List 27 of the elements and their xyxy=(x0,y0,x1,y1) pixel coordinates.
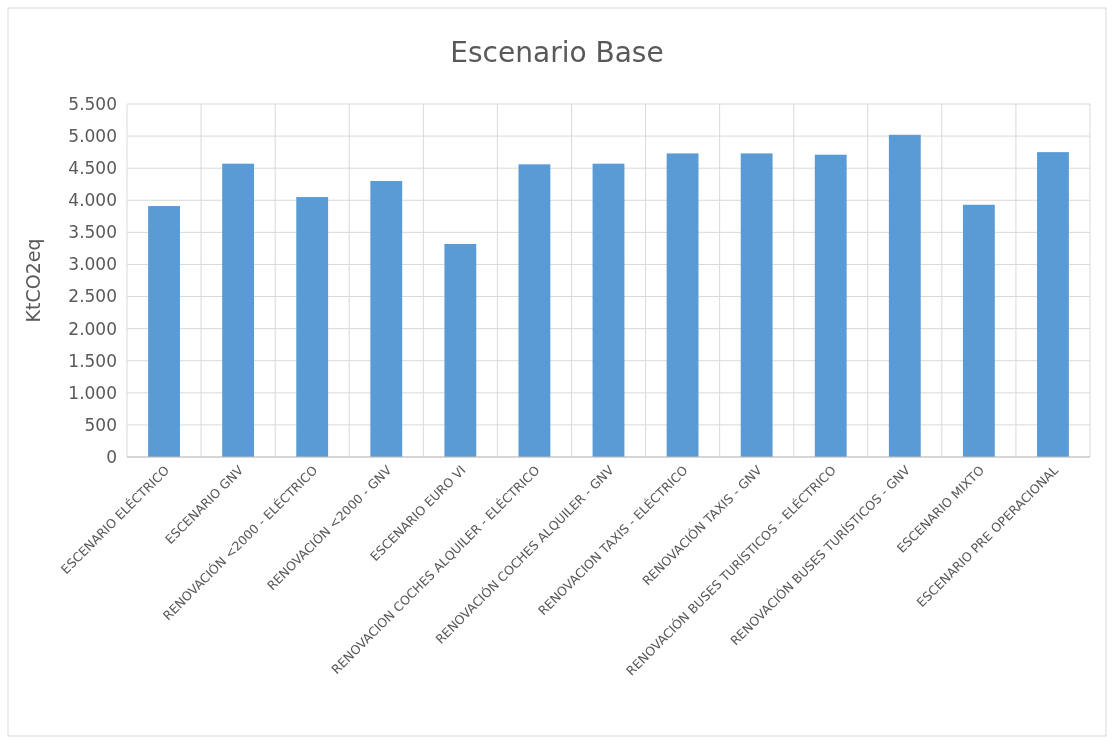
y-tick-label: 4.500 xyxy=(68,158,117,179)
chart-title: Escenario Base xyxy=(450,36,664,69)
y-tick-label: 3.500 xyxy=(68,222,117,243)
y-tick-label: 2.500 xyxy=(68,286,117,307)
bar xyxy=(666,153,699,457)
y-tick-label: 5.500 xyxy=(68,93,117,114)
y-tick-label: 4.000 xyxy=(68,190,117,211)
bar xyxy=(962,204,995,457)
bar xyxy=(370,181,403,457)
y-tick-label: 5.000 xyxy=(68,126,117,147)
bar xyxy=(518,164,551,457)
bar xyxy=(296,197,329,457)
bar xyxy=(888,134,921,457)
bar xyxy=(592,163,625,457)
y-tick-label: 3.000 xyxy=(68,254,117,275)
y-axis-title: KtCO2eq xyxy=(22,238,44,323)
bar xyxy=(222,163,255,457)
y-tick-label: 0 xyxy=(106,446,117,467)
y-tick-label: 500 xyxy=(84,414,117,435)
bar xyxy=(814,154,847,457)
bar xyxy=(740,153,773,457)
y-tick-label: 2.000 xyxy=(68,318,117,339)
bar xyxy=(444,243,477,457)
y-tick-label: 1.000 xyxy=(68,382,117,403)
y-tick-label: 1.500 xyxy=(68,350,117,371)
bar xyxy=(148,206,180,457)
bar xyxy=(1037,152,1069,457)
